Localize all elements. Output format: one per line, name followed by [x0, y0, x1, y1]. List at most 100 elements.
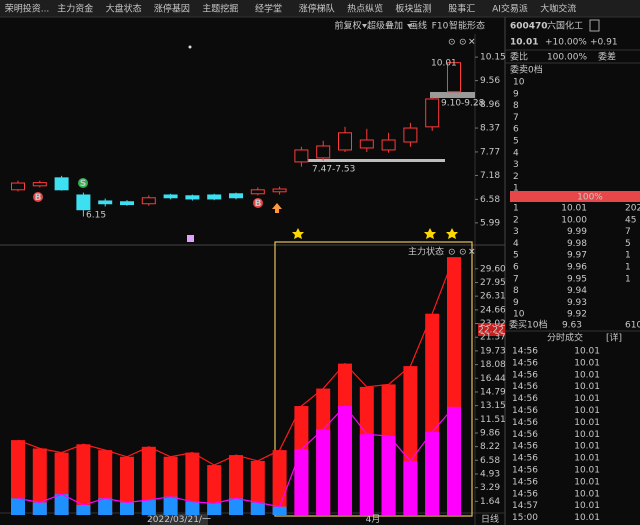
buy-level: 5 — [513, 251, 519, 261]
flow-inner-line — [17, 405, 455, 508]
trade-time: 14:56 — [512, 454, 538, 464]
annotation: 10.01 — [431, 59, 457, 69]
trade-price: 10.01 — [574, 477, 600, 487]
tab[interactable]: 板块监测 — [395, 3, 431, 15]
x-label: 2022/03/21/一 — [147, 515, 211, 525]
y-tick-label: 29.60 — [480, 264, 506, 274]
buy-price: 10.01 — [561, 204, 587, 214]
trade-time: 14:56 — [512, 418, 538, 428]
icon[interactable]: ✕ — [468, 38, 476, 48]
tab[interactable]: 热点纵览 — [347, 3, 383, 15]
tab[interactable]: 股事汇 — [448, 3, 475, 15]
flow-inner-bar — [98, 498, 113, 515]
buy-level: 10 — [513, 310, 525, 320]
trade-price: 10.01 — [574, 406, 600, 416]
flow-inner-bar — [272, 506, 287, 515]
tool[interactable]: 画线 — [409, 20, 427, 32]
tab[interactable]: 大盘状态 — [106, 3, 142, 15]
tab[interactable]: 主力资金 — [57, 3, 93, 15]
annotation: 7.47-7.53 — [312, 165, 355, 175]
icon[interactable]: ⊙ — [459, 38, 467, 48]
label: 委差 — [598, 51, 616, 63]
y-tick-label: 23.02 — [480, 319, 506, 329]
tab[interactable]: 涨停基因 — [154, 3, 190, 15]
candle-body — [54, 177, 69, 191]
flow-inner-bar — [425, 431, 440, 515]
signal-label: B — [35, 193, 42, 203]
flow-inner-bar — [294, 449, 309, 515]
candle-body — [141, 197, 156, 205]
tab[interactable]: AI交易派 — [492, 3, 528, 15]
sell-level: 6 — [513, 125, 519, 135]
buy-title: 委买10档 — [509, 319, 547, 331]
y-tick-label: 9.86 — [480, 428, 500, 438]
dot — [188, 45, 192, 49]
candle-body — [250, 189, 265, 195]
tool[interactable]: 前复权 — [334, 20, 361, 32]
candle-body — [359, 139, 374, 149]
y-tick-label: 26.31 — [480, 292, 506, 302]
buy-level: 8 — [513, 286, 519, 296]
buy-price: 9.92 — [567, 310, 587, 320]
star — [424, 228, 436, 239]
sell-level: 5 — [513, 137, 519, 147]
tab[interactable]: 涨停梯队 — [299, 3, 335, 15]
trade-price: 10.01 — [574, 501, 600, 511]
trade-price: 10.01 — [574, 394, 600, 404]
arrow — [272, 203, 282, 213]
tool[interactable]: F10 — [432, 22, 449, 32]
candle-body — [98, 200, 113, 205]
buy-level: 1 — [513, 204, 519, 214]
trades-title: 分时成交 — [547, 332, 583, 344]
candle-body — [403, 127, 418, 143]
flow-inner-bar — [141, 500, 156, 515]
y-tick-label: 10.15 — [480, 53, 506, 63]
current-value: 22.22 — [478, 326, 504, 336]
candle-body — [120, 201, 134, 206]
signal-icon — [33, 192, 43, 202]
icon[interactable] — [589, 19, 600, 32]
y-tick-label: 24.66 — [480, 305, 506, 315]
flow-bar — [141, 446, 156, 515]
icon[interactable]: ✕ — [468, 248, 476, 258]
icon[interactable]: ⊙ — [448, 248, 456, 258]
trade-price: 10.01 — [574, 466, 600, 476]
icon[interactable]: ⊙ — [448, 38, 456, 48]
sell-level: 4 — [513, 148, 519, 158]
y-tick-label: 8.96 — [480, 100, 500, 110]
candle-body — [294, 149, 309, 163]
tab[interactable]: 荣明投资... — [5, 3, 50, 15]
tool[interactable]: 智能形态 — [449, 20, 485, 32]
trades-detail: [详] — [606, 332, 622, 344]
trade-price: 10.01 — [574, 430, 600, 440]
y-tick-label: 3.29 — [480, 483, 500, 493]
y-tick-label: 21.37 — [480, 333, 506, 343]
y-tick-label: 11.51 — [480, 415, 506, 425]
y-tick-label: 7.18 — [480, 171, 500, 181]
flow-inner-bar — [381, 435, 396, 515]
buy-volume: 1 — [625, 274, 631, 284]
panel-title: 主力状态 — [408, 246, 444, 258]
y-tick-label: 5.99 — [480, 218, 500, 228]
buy-volume: 1 — [625, 263, 631, 273]
trade-price: 10.01 — [574, 489, 600, 499]
tab[interactable]: 经学堂 — [255, 3, 282, 15]
tab[interactable]: 大咖交流 — [540, 3, 576, 15]
trade-price: 10.01 — [574, 442, 600, 452]
trade-time: 14:56 — [512, 358, 538, 368]
date-box — [150, 514, 208, 525]
buy-price: 10.00 — [561, 215, 587, 225]
sell-level: 9 — [513, 89, 519, 99]
ratio: 100.00% — [547, 53, 587, 63]
trade-price: 10.01 — [574, 382, 600, 392]
label: 委比 — [510, 51, 528, 63]
tool[interactable]: 超级叠加 — [367, 20, 403, 32]
buy-price: 9.93 — [567, 298, 587, 308]
y-tick-label: 16.44 — [480, 374, 506, 384]
tab[interactable]: 主题挖掘 — [202, 3, 238, 15]
icon[interactable]: ⊙ — [459, 248, 467, 258]
sell-level: 3 — [513, 160, 519, 170]
y-tick-label: 4.93 — [480, 469, 500, 479]
meter-label: 100% — [577, 193, 603, 203]
